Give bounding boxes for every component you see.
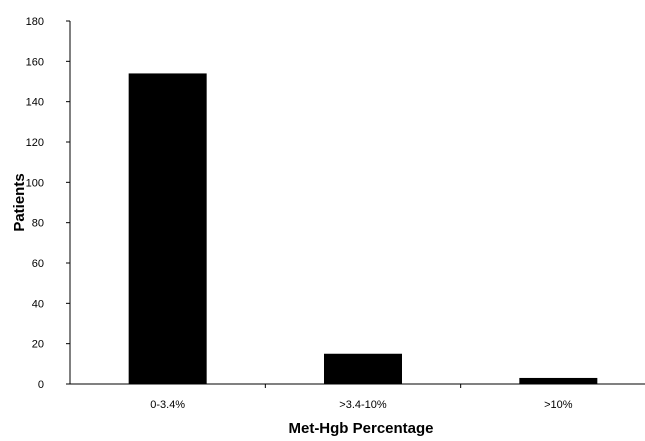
y-tick-label: 100 xyxy=(26,177,44,189)
bar-0 xyxy=(128,73,207,384)
y-tick-label: 0 xyxy=(38,379,44,391)
y-axis-title: Patients xyxy=(11,173,28,231)
y-tick-label: 180 xyxy=(26,16,44,28)
y-tick-label: 60 xyxy=(32,258,44,270)
y-tick-label: 80 xyxy=(32,218,44,230)
x-tick-label: >10% xyxy=(544,399,573,411)
x-axis-title: Met-Hgb Percentage xyxy=(288,420,433,437)
x-tick-label: >3.4-10% xyxy=(339,399,387,411)
x-axis-ticks: 0-3.4% >3.4-10% >10% xyxy=(150,384,573,411)
y-tick-label: 160 xyxy=(26,56,44,68)
bar-1 xyxy=(324,353,402,384)
y-axis-ticks: 0 20 40 60 80 100 120 140 160 180 xyxy=(26,16,70,391)
bars xyxy=(128,73,598,384)
y-tick-label: 140 xyxy=(26,97,44,109)
y-tick-label: 120 xyxy=(26,137,44,149)
x-tick-label: 0-3.4% xyxy=(150,399,185,411)
y-tick-label: 40 xyxy=(32,298,44,310)
bar-2 xyxy=(519,377,598,384)
y-tick-label: 20 xyxy=(32,339,44,351)
